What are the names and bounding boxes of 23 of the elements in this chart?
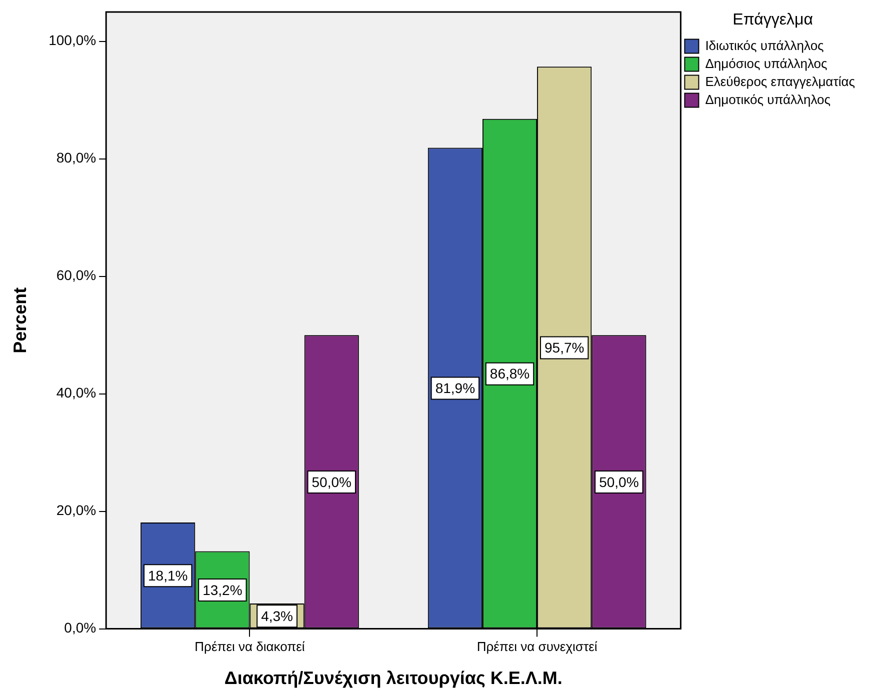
data-label: 50,0% bbox=[599, 474, 639, 490]
data-label: 13,2% bbox=[202, 582, 242, 598]
legend-label: Δημόσιος υπάλληλος bbox=[705, 56, 828, 71]
data-label: 95,7% bbox=[544, 340, 584, 356]
y-tick-label: 0,0% bbox=[64, 620, 96, 636]
y-tick-label: 20,0% bbox=[56, 502, 96, 518]
y-axis-title: Percent bbox=[10, 287, 30, 354]
legend-label: Ελεύθερος επαγγελματίας bbox=[705, 74, 856, 89]
legend-label: Ιδιωτικός υπάλληλος bbox=[705, 38, 824, 53]
data-label: 4,3% bbox=[261, 608, 293, 624]
data-label: 50,0% bbox=[312, 474, 352, 490]
x-tick-label: Πρέπει να διακοπεί bbox=[194, 639, 305, 654]
x-tick-label: Πρέπει να συνεχιστεί bbox=[476, 639, 598, 654]
y-tick-label: 60,0% bbox=[56, 267, 96, 284]
y-tick-label: 80,0% bbox=[56, 150, 96, 166]
y-tick-label: 100,0% bbox=[48, 32, 96, 48]
data-label: 86,8% bbox=[490, 366, 530, 382]
y-tick-label: 40,0% bbox=[56, 384, 96, 401]
x-axis-title: Διακοπή/Συνέχιση λειτουργίας Κ.Ε.Λ.Μ. bbox=[224, 668, 562, 688]
data-label: 18,1% bbox=[148, 567, 188, 584]
data-label: 81,9% bbox=[435, 380, 476, 396]
legend-label: Δημοτικός υπάλληλος bbox=[705, 92, 831, 107]
legend-title: Επάγγελμα bbox=[732, 11, 814, 28]
